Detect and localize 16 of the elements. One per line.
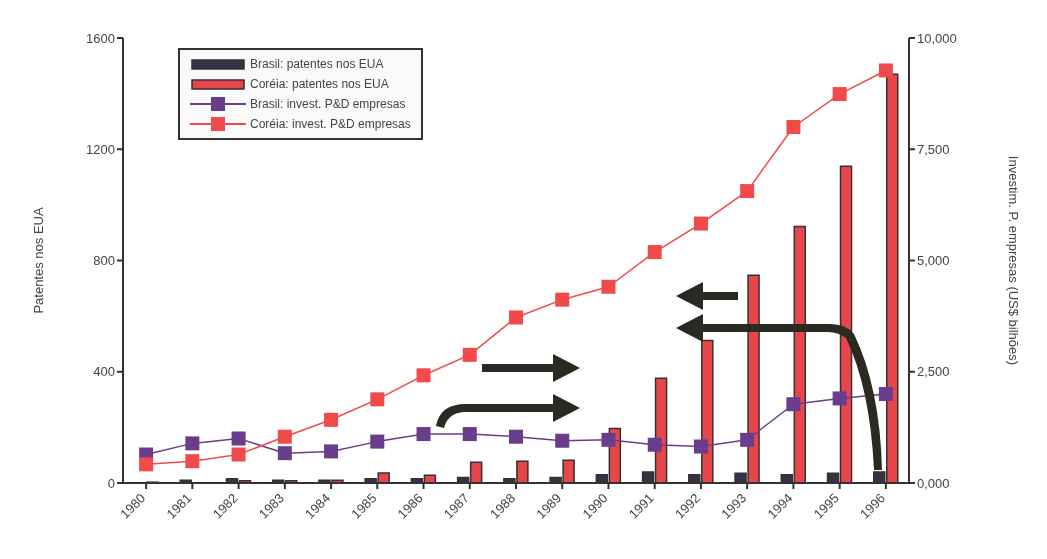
y-tick-label: 800 — [93, 253, 115, 269]
y2-tick-label: 5,000 — [917, 253, 950, 269]
y-axis-title: Patentes nos EUA — [30, 207, 46, 314]
legend-label: Coréia: patentes nos EUA — [250, 77, 389, 91]
y-tick-label: 1600 — [86, 30, 115, 46]
y2-tick-label: 0,000 — [917, 475, 950, 491]
legend-label: Brasil: patentes nos EUA — [250, 57, 384, 71]
legend-label: Coréia: invest. P&D empresas — [250, 117, 411, 131]
y2-tick-label: 7,500 — [917, 141, 950, 157]
y2-tick-label: 10,000 — [917, 30, 957, 46]
y2-tick-label: 2,500 — [917, 364, 950, 380]
legend-label: Brasil: invest. P&D empresas — [250, 97, 406, 111]
y-tick-label: 0 — [107, 475, 115, 491]
y-tick-label: 1200 — [86, 141, 115, 157]
y2-axis-title: Investim. P. empresas (US$ bilhões) — [1006, 155, 1022, 366]
y-tick-label: 400 — [93, 364, 115, 380]
